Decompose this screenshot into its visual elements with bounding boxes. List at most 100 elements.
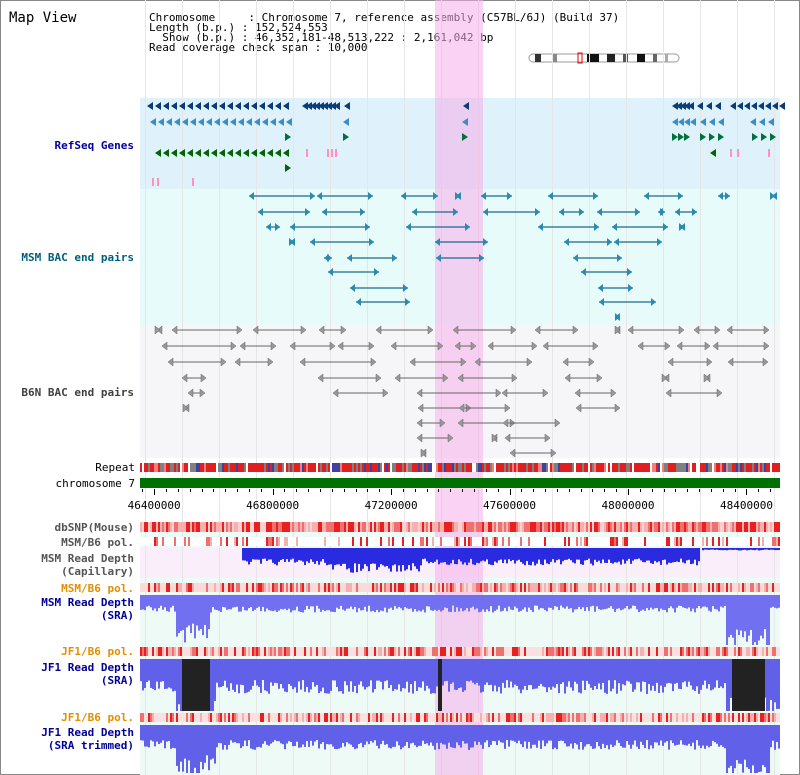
heat-cell xyxy=(700,647,702,656)
depth-bar xyxy=(258,725,260,747)
track-label-dbsnp[interactable]: dbSNP(Mouse) xyxy=(54,521,134,534)
depth-bar xyxy=(702,548,704,551)
track-label-msm-b6-pol-1[interactable]: MSM/B6 pol. xyxy=(61,536,134,549)
depth-bar xyxy=(262,548,264,559)
heat-cell xyxy=(550,583,552,592)
axis-minor-tick xyxy=(189,489,191,492)
heat-cell xyxy=(276,647,278,656)
heat-cell xyxy=(612,537,614,546)
heat-cell xyxy=(274,522,276,532)
heat-cell xyxy=(264,647,266,656)
depth-bar xyxy=(632,725,634,745)
depth-bar xyxy=(542,595,544,609)
track-label-b6n-bac[interactable]: B6N BAC end pairs xyxy=(21,386,134,399)
bac-end xyxy=(465,223,470,231)
heat-cell xyxy=(750,713,752,722)
chromosome-ideogram[interactable] xyxy=(525,51,685,65)
heat-cell xyxy=(282,522,284,532)
heat-cell xyxy=(682,713,684,722)
track-label-msm-depth-sra[interactable]: MSM Read Depth xyxy=(41,596,134,609)
track-label-msm-b6-pol-2[interactable]: MSM/B6 pol. xyxy=(61,582,134,595)
heat-cell xyxy=(400,537,402,546)
track-label-jf1-depth-sra[interactable]: JF1 Read Depth xyxy=(41,661,134,674)
repeat-element xyxy=(410,463,412,472)
axis-minor-tick xyxy=(142,489,144,492)
track-label-repeat[interactable]: Repeat xyxy=(95,461,135,474)
heat-cell xyxy=(638,713,640,722)
heat-cell xyxy=(428,647,430,656)
heat-cell xyxy=(230,583,232,592)
heat-cell xyxy=(388,537,390,546)
heat-cell xyxy=(656,713,658,722)
depth-bar xyxy=(554,725,556,748)
heat-cell xyxy=(394,537,396,546)
heat-cell xyxy=(470,537,472,546)
axis-major-tick xyxy=(746,489,748,495)
heat-cell xyxy=(438,522,440,532)
heat-cell xyxy=(584,522,586,532)
depth-bar xyxy=(586,725,588,745)
depth-bar xyxy=(544,595,546,611)
track-label-refseq[interactable]: RefSeq Genes xyxy=(54,139,134,152)
depth-bar xyxy=(744,725,746,760)
heat-cell xyxy=(174,713,176,722)
gene-feature xyxy=(676,102,682,110)
repeat-element xyxy=(272,463,274,472)
track-label-jf1-b6-pol-1[interactable]: JF1/B6 pol. xyxy=(61,645,134,658)
track-label-msm-bac[interactable]: MSM BAC end pairs xyxy=(21,251,134,264)
heat-cell xyxy=(290,647,292,656)
bac-end xyxy=(544,433,551,443)
heat-cell xyxy=(712,537,714,546)
repeat-element xyxy=(640,463,642,472)
depth-bar xyxy=(486,725,488,741)
gene-feature xyxy=(163,149,169,157)
heat-cell xyxy=(330,713,332,722)
repeat-element xyxy=(766,463,768,472)
heat-cell xyxy=(432,522,434,532)
repeat-element xyxy=(588,463,590,472)
depth-bar xyxy=(744,548,746,550)
heat-cell xyxy=(198,647,200,656)
heat-cell xyxy=(152,713,154,722)
depth-bar xyxy=(164,659,166,689)
depth-bar xyxy=(472,595,474,607)
depth-bar xyxy=(176,595,178,637)
depth-bar xyxy=(232,659,234,690)
repeat-element xyxy=(778,463,780,472)
depth-bar xyxy=(284,659,286,692)
track-label-chromosome[interactable]: chromosome 7 xyxy=(55,477,135,490)
heat-cell xyxy=(490,537,492,546)
heat-cell xyxy=(654,583,656,592)
repeat-element xyxy=(380,463,382,472)
bac-end xyxy=(289,238,294,246)
track-label-jf1-b6-pol-2[interactable]: JF1/B6 pol. xyxy=(61,711,134,724)
depth-bar xyxy=(356,659,358,694)
bac-end xyxy=(548,192,553,200)
heat-cell xyxy=(632,647,634,656)
depth-bar xyxy=(722,725,724,747)
depth-bar xyxy=(160,595,162,606)
depth-bar xyxy=(556,659,558,685)
heat-cell xyxy=(144,647,146,656)
heat-cell xyxy=(722,647,724,656)
track-label-jf1-depth-trimmed[interactable]: JF1 Read Depth xyxy=(41,726,134,739)
heat-cell xyxy=(648,647,650,656)
heat-cell xyxy=(626,647,628,656)
axis-minor-tick xyxy=(213,489,215,492)
axis-minor-tick xyxy=(521,489,523,492)
repeat-element xyxy=(774,463,776,472)
heat-cell xyxy=(184,583,186,592)
depth-bar xyxy=(728,725,730,768)
depth-bar xyxy=(772,725,774,741)
depth-bar xyxy=(496,725,498,745)
genome-track-area[interactable] xyxy=(140,0,780,775)
depth-bar xyxy=(238,725,240,744)
repeat-element xyxy=(168,463,170,472)
gene-feature xyxy=(343,118,349,126)
track-label-msm-depth-capillary[interactable]: MSM Read Depth xyxy=(41,552,134,565)
repeat-element xyxy=(440,463,442,472)
depth-bar xyxy=(550,548,552,562)
bac-end xyxy=(460,357,467,367)
bac-end xyxy=(382,388,389,398)
